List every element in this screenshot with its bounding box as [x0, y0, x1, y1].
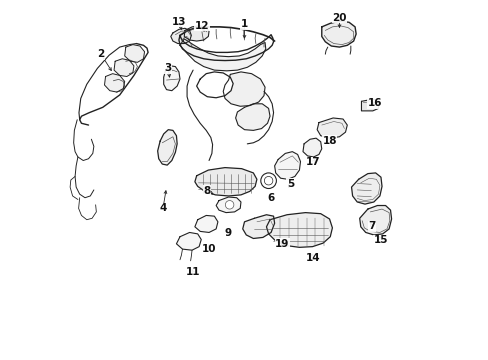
- Text: 17: 17: [305, 157, 320, 167]
- Text: 12: 12: [194, 21, 209, 31]
- Polygon shape: [266, 213, 332, 247]
- Polygon shape: [321, 21, 355, 47]
- Text: 5: 5: [286, 179, 294, 189]
- Circle shape: [260, 173, 276, 189]
- Polygon shape: [223, 72, 264, 106]
- Text: 18: 18: [322, 136, 336, 146]
- Polygon shape: [170, 28, 191, 44]
- Text: 2: 2: [97, 49, 104, 59]
- Polygon shape: [242, 215, 274, 238]
- Polygon shape: [176, 233, 201, 250]
- Polygon shape: [157, 130, 177, 165]
- Text: 9: 9: [224, 228, 232, 238]
- Polygon shape: [195, 215, 218, 233]
- Text: 3: 3: [164, 63, 172, 73]
- Polygon shape: [359, 206, 391, 235]
- Text: 4: 4: [159, 203, 166, 213]
- Circle shape: [264, 176, 272, 185]
- Text: 15: 15: [373, 235, 387, 245]
- Text: 7: 7: [367, 221, 375, 231]
- Text: 20: 20: [331, 13, 346, 23]
- Polygon shape: [274, 152, 300, 179]
- Text: 10: 10: [202, 244, 216, 254]
- Polygon shape: [196, 72, 233, 98]
- Polygon shape: [303, 138, 321, 157]
- Polygon shape: [124, 45, 144, 62]
- Text: 8: 8: [203, 186, 210, 195]
- Polygon shape: [361, 99, 378, 111]
- Polygon shape: [195, 168, 256, 196]
- Text: 19: 19: [275, 239, 289, 249]
- Polygon shape: [163, 66, 180, 91]
- Text: 16: 16: [367, 98, 382, 108]
- Polygon shape: [317, 118, 346, 138]
- Polygon shape: [114, 59, 134, 77]
- Polygon shape: [180, 39, 265, 71]
- Text: 1: 1: [241, 19, 247, 29]
- Polygon shape: [184, 26, 209, 41]
- Text: 11: 11: [185, 267, 200, 277]
- Text: 13: 13: [172, 17, 186, 27]
- Text: 6: 6: [267, 193, 274, 203]
- Polygon shape: [216, 197, 241, 213]
- Polygon shape: [351, 173, 381, 204]
- Circle shape: [225, 201, 233, 209]
- Polygon shape: [104, 74, 124, 92]
- Text: 14: 14: [305, 253, 320, 263]
- Polygon shape: [235, 104, 269, 130]
